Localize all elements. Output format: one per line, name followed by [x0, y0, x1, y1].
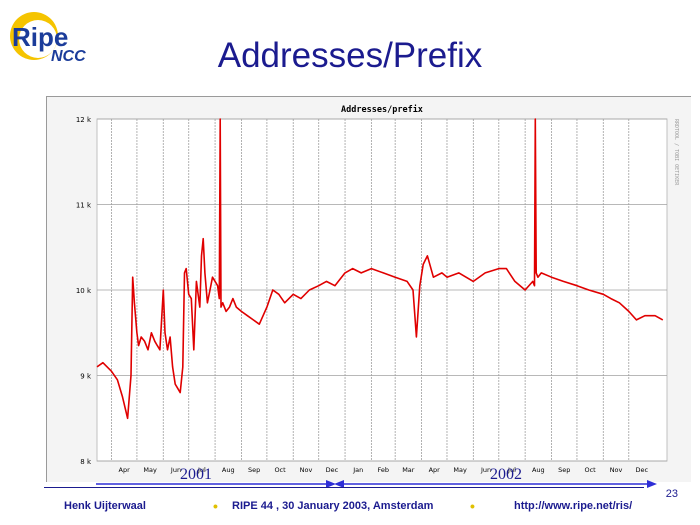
y-tick-label: 12 k	[76, 116, 92, 124]
y-tick-label: 9 k	[80, 373, 92, 381]
logo-main-text: Ripe	[12, 22, 68, 52]
x-tick-label: Jan	[352, 466, 363, 474]
x-tick-label: Oct	[584, 466, 596, 474]
slide-number: 23	[665, 488, 678, 500]
footer-url[interactable]: http://www.ripe.net/ris/	[514, 500, 633, 512]
rrdtool-watermark: RRDTOOL / TOBI OETIKER	[673, 119, 679, 186]
x-tick-label: May	[453, 466, 467, 474]
slide-footer: Henk Uijterwaal • RIPE 44 , 30 January 2…	[0, 498, 700, 520]
x-tick-label: Dec	[326, 466, 339, 474]
x-tick-label: Apr	[429, 466, 441, 474]
x-tick-label: Aug	[532, 466, 545, 474]
x-tick-label: Sep	[248, 466, 260, 474]
x-tick-label: Apr	[119, 466, 131, 474]
y-tick-label: 10 k	[76, 287, 92, 295]
year-arrows	[96, 480, 657, 488]
year-label-2001: 2001	[180, 466, 212, 483]
footer-divider	[44, 487, 644, 488]
x-tick-label: Jul	[197, 466, 206, 474]
footer-bullet-icon: •	[213, 498, 218, 514]
series-line	[96, 118, 664, 420]
arrow-tail-2002-icon	[334, 480, 344, 488]
x-tick-label: Jun	[480, 466, 491, 474]
footer-event: RIPE 44 , 30 January 2003, Amsterdam	[232, 500, 434, 512]
slide-title: Addresses/Prefix	[217, 36, 483, 75]
x-tick-label: Nov	[300, 466, 313, 474]
y-tick-label: 11 k	[76, 202, 92, 210]
ripe-ncc-logo: Ripe NCC	[10, 12, 86, 65]
x-tick-label: Jul	[507, 466, 516, 474]
x-tick-label: Nov	[610, 466, 623, 474]
arrow-head-2001-icon	[326, 480, 336, 488]
x-tick-label: Oct	[274, 466, 286, 474]
y-tick-label: 8 k	[80, 458, 92, 466]
x-tick-label: Aug	[222, 466, 235, 474]
x-tick-label: Sep	[558, 466, 570, 474]
chart-title: Addresses/prefix	[341, 104, 423, 115]
logo-sub-text: NCC	[51, 48, 86, 65]
footer-bullet-icon: •	[470, 498, 475, 514]
x-tick-label: Dec	[635, 466, 648, 474]
arrow-head-2002-icon	[647, 480, 657, 488]
footer-author: Henk Uijterwaal	[64, 500, 146, 512]
x-tick-label: Feb	[378, 466, 390, 474]
x-tick-label: Mar	[402, 466, 415, 474]
chart-panel: 8 k 9 k 10 k 11 k 12 k Apr May Jun Jul Aug Sep Oct…	[46, 96, 691, 482]
year-label-2002: 2002	[490, 466, 522, 483]
x-tick-label: May	[143, 466, 157, 474]
x-tick-label: Jun	[170, 466, 181, 474]
line-chart: 8 k 9 k 10 k 11 k 12 k Apr May Jun Jul Aug Sep Oct…	[76, 104, 679, 474]
